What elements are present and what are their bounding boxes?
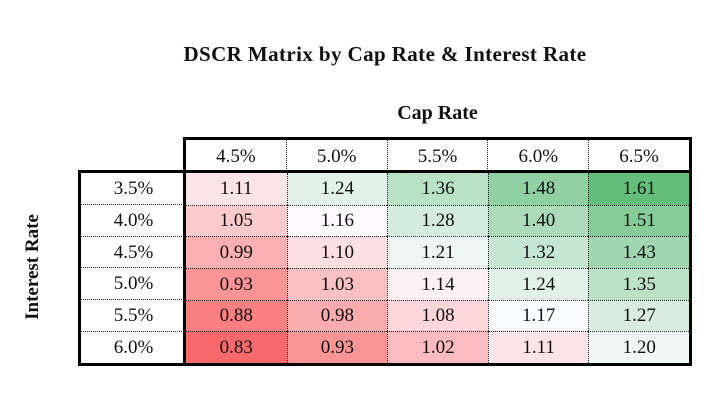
column-header: 5.5%: [386, 140, 488, 173]
column-header-row: 4.5% 5.0% 5.5% 6.0% 6.5%: [183, 137, 692, 173]
column-header: 5.0%: [285, 140, 387, 173]
matrix-cell: 1.28: [387, 204, 488, 237]
column-header: 4.5%: [216, 146, 256, 167]
matrix-cell: 1.20: [588, 331, 689, 363]
matrix-cell: 0.83: [186, 331, 287, 363]
chart-title: DSCR Matrix by Cap Rate & Interest Rate: [183, 42, 587, 66]
matrix-cell: 1.51: [588, 204, 689, 237]
x-axis-title: Cap Rate: [397, 102, 478, 124]
row-header: 5.0%: [81, 267, 186, 299]
matrix-cell: 1.48: [487, 173, 589, 205]
column-header: 6.5%: [588, 140, 689, 173]
matrix-cell: 1.32: [487, 236, 589, 268]
row-header: 6.0%: [81, 331, 186, 363]
heatmap-grid: 1.11 1.24 1.36 1.48 1.61 1.05 1.16 1.28 1.40 1.51…: [183, 170, 692, 366]
matrix-cell: 0.88: [186, 299, 287, 332]
row-header: 4.0%: [81, 203, 186, 236]
matrix-cell: 0.93: [186, 267, 287, 300]
matrix-cell: 1.05: [186, 204, 287, 237]
matrix-cell: 1.24: [487, 267, 589, 300]
matrix-cell: 1.08: [387, 299, 488, 332]
row-header: 3.5%: [113, 177, 154, 199]
matrix-cell: 0.99: [186, 236, 287, 268]
matrix-cell: 1.61: [588, 173, 689, 205]
y-axis-title: Interest Rate: [22, 214, 43, 320]
matrix-cell: 1.36: [387, 173, 488, 205]
row-header: 5.5%: [81, 299, 186, 331]
matrix-cell: 1.27: [588, 299, 689, 332]
matrix-cell: 0.93: [286, 331, 388, 363]
matrix-cell: 1.10: [286, 236, 388, 268]
matrix-cell: 1.03: [286, 267, 388, 300]
row-header: 4.5%: [81, 235, 186, 268]
matrix-cell: 1.21: [387, 236, 488, 268]
matrix-cell: 1.14: [387, 267, 488, 300]
matrix-cell: 1.24: [286, 173, 388, 205]
matrix-cell: 1.40: [487, 204, 589, 237]
row-header-column: 3.5% 4.0% 4.5% 5.0% 5.5% 6.0%: [78, 170, 186, 366]
matrix-cell: 0.98: [286, 299, 388, 332]
column-header: 6.0%: [487, 140, 588, 173]
matrix-cell: 1.17: [487, 299, 589, 332]
matrix-cell: 1.11: [186, 173, 287, 205]
matrix-cell: 1.02: [387, 331, 488, 363]
matrix-cell: 1.35: [588, 267, 689, 300]
matrix-cell: 1.43: [588, 236, 689, 268]
matrix-cell: 1.16: [286, 204, 388, 237]
matrix-cell: 1.11: [487, 331, 589, 363]
